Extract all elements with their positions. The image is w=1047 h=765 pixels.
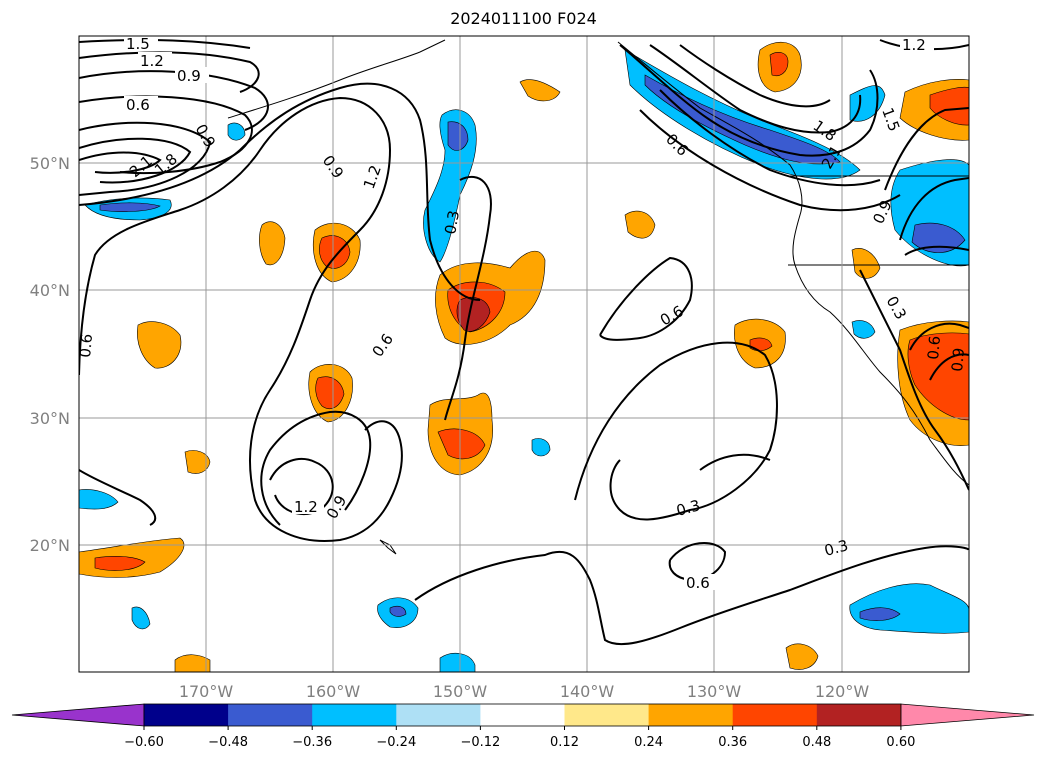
lat-label: 20°N: [30, 536, 70, 555]
graticule: [79, 36, 969, 672]
coastline: [227, 39, 969, 555]
lon-label: 120°W: [815, 682, 870, 701]
contour-label: 0.6: [924, 335, 944, 360]
contour-label: 0.6: [686, 574, 710, 592]
colorbar-segment: [816, 704, 902, 726]
lon-label: 160°W: [306, 682, 361, 701]
contour-label: 0.9: [948, 347, 968, 372]
contour-label: 0.3: [674, 496, 702, 520]
colorbar-tick-label: −0.12: [460, 735, 500, 750]
contour-label: 1.2: [294, 498, 318, 516]
longitude-labels: 170°W 160°W 150°W 140°W 130°W 120°W: [179, 682, 870, 701]
colorbar-segment: [648, 704, 734, 726]
contour-label: 1.2: [140, 52, 164, 70]
contour-label: 1.2: [902, 36, 926, 54]
contour-label: 1.5: [126, 35, 150, 53]
colorbar-segment: [732, 704, 818, 726]
lon-label: 150°W: [433, 682, 488, 701]
contour-label: 0.9: [177, 67, 201, 85]
contour-label: 0.6: [126, 96, 150, 114]
lon-label: 140°W: [560, 682, 615, 701]
colorbar-tick-label: −0.60: [124, 735, 164, 750]
colorbar-segment: [480, 704, 565, 726]
colorbar-tick-label: −0.48: [208, 735, 248, 750]
colorbar-segment: [144, 704, 229, 726]
lat-label: 50°N: [30, 154, 70, 173]
colorbar-tick-label: 0.60: [886, 735, 915, 750]
colorbar-tick-label: 0.24: [634, 735, 663, 750]
map-frame: [78, 35, 970, 673]
colorbar-tick-label: −0.24: [376, 735, 416, 750]
lat-label: 40°N: [30, 281, 70, 300]
colorbar-tick-label: −0.36: [292, 735, 332, 750]
colorbar-frame: [143, 703, 902, 727]
contour-label: 0.3: [822, 536, 850, 560]
colorbar-segment: [312, 704, 397, 726]
contour-label: 0.6: [76, 333, 96, 358]
colorbar-tick-label: 0.12: [550, 735, 579, 750]
contour-lines: [79, 39, 969, 646]
lat-label: 30°N: [30, 409, 70, 428]
colorbar-segment: [564, 704, 650, 726]
colorbar: −0.60 −0.48 −0.36 −0.24 −0.12 0.12 0.24 0.36 0.4…: [11, 703, 1035, 750]
colorbar-extend-max: [900, 703, 1035, 727]
colorbar-extend-min: [11, 703, 145, 727]
colorbar-segment: [228, 704, 313, 726]
colorbar-tick-label: 0.48: [802, 735, 831, 750]
anomaly-fill: [79, 42, 969, 672]
latitude-labels: 50°N 40°N 30°N 20°N: [30, 154, 70, 555]
map-title: 2024011100 F024: [450, 9, 597, 28]
lon-label: 170°W: [179, 682, 234, 701]
colorbar-segment: [396, 704, 481, 726]
lon-label: 130°W: [687, 682, 742, 701]
map-plot: 1.5 1.2 0.9 0.6 0.9 0.9 1.2 0.3 0.6 0.6 …: [76, 35, 969, 672]
colorbar-tick-label: 0.36: [718, 735, 747, 750]
contour-label: 0.3: [441, 209, 463, 236]
